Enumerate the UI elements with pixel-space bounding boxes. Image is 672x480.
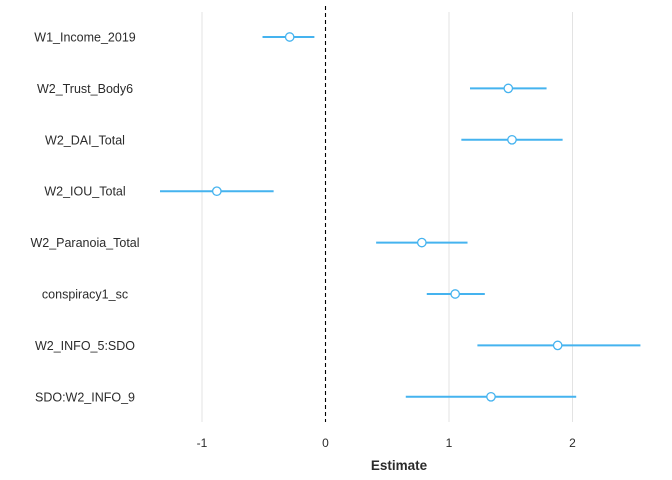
term-label-5: conspiracy1_sc	[42, 288, 128, 302]
x-tick-label-1: 0	[322, 436, 329, 450]
estimate-point-4	[416, 237, 427, 248]
estimate-point-3	[211, 186, 222, 197]
term-label-3: W2_IOU_Total	[44, 185, 125, 199]
estimate-point-0	[284, 32, 295, 42]
term-label-0: W1_Income_2019	[34, 31, 136, 45]
estimate-point-7	[486, 391, 496, 402]
term-label-4: W2_Paranoia_Total	[30, 236, 139, 250]
estimate-point-5	[450, 289, 461, 299]
term-label-2: W2_DAI_Total	[45, 133, 125, 147]
term-label-6: W2_INFO_5:SDO	[35, 339, 135, 353]
estimate-point-1	[503, 83, 514, 94]
point-estimates	[211, 32, 563, 402]
term-labels: W1_Income_2019 W2_Trust_Body6 W2_DAI_Total…	[30, 31, 139, 405]
x-axis-title: Estimate	[371, 458, 428, 473]
x-tick-labels: -1 0 1 2	[197, 436, 576, 450]
x-tick-label-0: -1	[197, 436, 208, 450]
x-tick-label-3: 2	[569, 436, 576, 450]
x-tick-label-2: 1	[446, 436, 453, 450]
grid	[201, 12, 573, 422]
confidence-intervals	[160, 36, 641, 398]
term-label-1: W2_Trust_Body6	[37, 82, 133, 96]
term-label-7: SDO:W2_INFO_9	[35, 390, 135, 404]
estimate-point-6	[552, 340, 563, 351]
estimate-point-2	[507, 134, 517, 145]
